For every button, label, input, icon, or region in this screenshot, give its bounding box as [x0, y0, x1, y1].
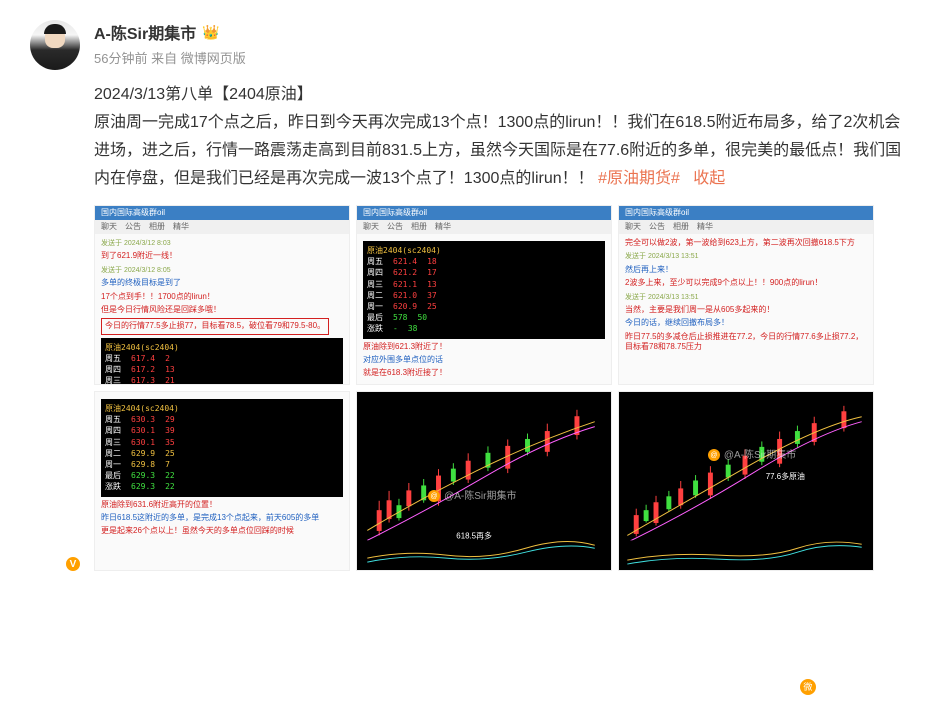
thumb-tabs: 聊天公告相册精华: [95, 220, 349, 234]
thumb-6-chart[interactable]: 77.6多原油 @ @A-陈Sir期集市: [618, 391, 874, 571]
thumb-5-chart[interactable]: 618.5再多 @ @A-陈Sir期集市: [356, 391, 612, 571]
thumb-3-chat[interactable]: 国内国际高级群oil 聊天公告相册精华 完全可以做2波，第一波给到623上方，第…: [618, 205, 874, 385]
post-meta: 56分钟前 来自 微博网页版: [94, 48, 904, 67]
post-header: A-陈Sir期集市 👑: [94, 20, 904, 44]
candlestick-chart: 77.6多原油: [619, 392, 873, 570]
thumb-1-chat[interactable]: 国内国际高级群oil 聊天公告相册精华 发送于 2024/3/12 8:03 到…: [94, 205, 350, 385]
post-content: A-陈Sir期集市 👑 56分钟前 来自 微博网页版 2024/3/13第八单【…: [94, 20, 904, 571]
avatar[interactable]: [30, 20, 80, 70]
thumb-2-chat[interactable]: 国内国际高级群oil 聊天公告相册精华 原油2404(sc2404) 周五621…: [356, 205, 612, 385]
image-grid: 国内国际高级群oil 聊天公告相册精华 发送于 2024/3/12 8:03 到…: [94, 205, 904, 571]
collapse-toggle[interactable]: 收起: [693, 170, 725, 187]
post-body: 2024/3/13第八单【2404原油】 原油周一完成17个点之后，昨日到今天再…: [94, 81, 904, 193]
thumb-header: 国内国际高级群oil: [95, 206, 349, 220]
body-line-1: 2024/3/13第八单【2404原油】: [94, 81, 904, 109]
post-time[interactable]: 56分钟前: [94, 51, 147, 66]
thumb-header: 国内国际高级群oil: [619, 206, 873, 220]
thumb-header: 国内国际高级群oil: [357, 206, 611, 220]
avatar-wrap[interactable]: V: [30, 20, 80, 571]
body-line-2: 原油周一完成17个点之后，昨日到今天再次完成13个点！1300点的lirun！！…: [94, 114, 901, 187]
chat-body: 发送于 2024/3/12 8:03 到了621.9附近一线！ 发送于 2024…: [95, 234, 349, 385]
page-watermark-text: @陈Sir的星计划: [822, 677, 916, 696]
hashtag-link[interactable]: #原油期货#: [598, 170, 680, 187]
weibo-post: V A-陈Sir期集市 👑 56分钟前 来自 微博网页版 2024/3/13第八…: [30, 20, 904, 571]
thumb-tabs: 聊天公告相册精华: [619, 220, 873, 234]
page-watermark: 微 @陈Sir的星计划: [800, 677, 916, 696]
watermark-text: @A-陈Sir期集市: [444, 490, 516, 503]
crown-icon: 👑: [202, 24, 219, 41]
thumb-tabs: 聊天公告相册精华: [357, 220, 611, 234]
weibo-logo-icon: @: [428, 490, 440, 502]
watermark-text: @A-陈Sir期集市: [724, 449, 796, 462]
svg-text:77.6多原油: 77.6多原油: [766, 471, 805, 481]
verified-badge: V: [64, 555, 82, 573]
post-source[interactable]: 微博网页版: [181, 51, 246, 66]
thumb-4-chat[interactable]: 原油2404(sc2404) 周五630.329 周四630.139 周三630…: [94, 391, 350, 571]
source-prefix: 来自: [151, 51, 177, 66]
candlestick-chart: 618.5再多: [357, 392, 611, 570]
quote-panel: 原油2404(sc2404) 周五617.42 周四617.213 周三617.…: [101, 338, 343, 385]
chart-label: 618.5再多: [456, 530, 492, 540]
weibo-logo-icon: 微: [800, 679, 816, 695]
username[interactable]: A-陈Sir期集市: [94, 20, 196, 44]
weibo-logo-icon: @: [708, 449, 720, 461]
